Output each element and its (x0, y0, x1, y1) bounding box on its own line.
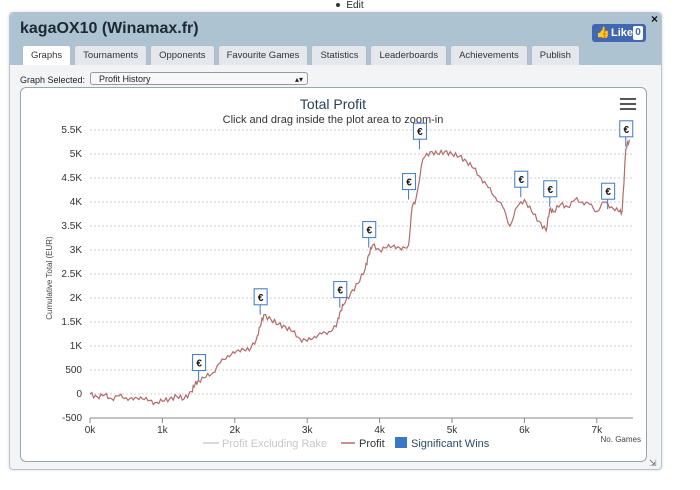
win-flag[interactable]: € (619, 120, 634, 147)
x-tick-label: 1k (157, 425, 169, 436)
facebook-like-button[interactable]: 👍 Like 0 (592, 24, 646, 42)
edit-label[interactable]: Edit (346, 0, 364, 11)
x-tick-label: 5k (447, 425, 459, 436)
y-tick-label: 5.5K (61, 125, 82, 136)
y-tick-label: 4K (70, 197, 83, 208)
window-title: kagaOX10 (Winamax.fr) (20, 20, 199, 37)
tab-bar: Graphs Tournaments Opponents Favourite G… (22, 45, 580, 65)
svg-text:€: € (623, 125, 629, 136)
y-tick-label: 1.5K (61, 317, 82, 328)
bullet-icon (336, 3, 341, 8)
thumbs-up-icon: 👍 (596, 27, 610, 39)
tab-leaderboards[interactable]: Leaderboards (370, 45, 448, 65)
tab-favourite-games[interactable]: Favourite Games (217, 45, 309, 65)
x-tick-label: 6k (519, 425, 531, 436)
legend-profit: Profit (359, 438, 385, 450)
svg-text:€: € (518, 175, 524, 186)
win-flag[interactable]: € (543, 180, 558, 207)
x-tick-label: 2k (230, 425, 242, 436)
x-axis-label: No. Games (601, 435, 641, 444)
x-tick-label: 3k (302, 425, 314, 436)
like-count: 0 (633, 26, 643, 40)
svg-text:€: € (406, 178, 412, 189)
tab-tournaments[interactable]: Tournaments (74, 45, 148, 65)
hamburger-menu-icon[interactable] (620, 98, 636, 110)
y-tick-label: 5K (70, 149, 83, 160)
win-flag[interactable]: € (333, 281, 348, 308)
y-tick-labels: -500 0 500 1K 1.5K 2K 2.5K 3K 3.5K 4K 4.5K 5K 5.5K (61, 125, 82, 424)
x-tick-label: 0k (85, 425, 97, 436)
y-tick-label: 3K (70, 245, 83, 256)
tab-opponents[interactable]: Opponents (150, 45, 215, 65)
y-tick-label: 0 (76, 389, 82, 400)
graph-select-dropdown[interactable]: Profit History ▴▾ (90, 72, 308, 85)
chart-title: Total Profit (300, 96, 366, 112)
x-tick-label: 7k (592, 425, 604, 436)
resize-handle-icon[interactable]: ⇲ (649, 458, 657, 468)
tab-achievements[interactable]: Achievements (450, 45, 528, 65)
legend-profit-ex-rake: Profit Excluding Rake (222, 438, 327, 450)
plot-area (89, 139, 630, 406)
y-tick-label: 2.5K (61, 269, 82, 280)
close-icon[interactable]: × (650, 12, 658, 26)
svg-text:€: € (258, 293, 264, 304)
panel-header: kagaOX10 (Winamax.fr) × 👍 Like 0 Graphs … (10, 12, 661, 65)
svg-text:€: € (417, 127, 423, 138)
win-flag[interactable]: € (412, 122, 427, 150)
y-tick-label: 500 (65, 365, 82, 376)
y-tick-label: 4.5K (61, 173, 82, 184)
win-flag[interactable]: € (253, 288, 268, 315)
legend[interactable]: Profit Excluding Rake Profit Significant… (203, 437, 490, 450)
y-tick-label: -500 (62, 413, 82, 424)
y-tick-label: 1K (70, 341, 83, 352)
win-flag[interactable]: € (601, 182, 616, 210)
tab-publish[interactable]: Publish (530, 45, 580, 65)
svg-text:€: € (605, 187, 611, 198)
grid-lines (89, 129, 633, 423)
graph-select-value: Profit History (99, 74, 151, 84)
profit-chart[interactable]: Total Profit Click and drag inside the p… (21, 88, 646, 461)
win-flag[interactable]: € (514, 170, 529, 198)
y-axis-label: Cumulative Total (EUR) (45, 236, 54, 320)
svg-text:€: € (547, 185, 553, 196)
chart-container: Total Profit Click and drag inside the p… (20, 87, 647, 462)
win-flag[interactable]: € (192, 354, 207, 381)
profit-line (89, 139, 630, 406)
top-edit-link[interactable]: Edit (0, 0, 700, 14)
like-label: Like (611, 27, 634, 39)
player-panel: kagaOX10 (Winamax.fr) × 👍 Like 0 Graphs … (9, 12, 662, 470)
significant-wins-flags: € € € € € € € € € € (192, 120, 634, 381)
x-tick-labels: 0k 1k 2k 3k 4k 5k 6k 7k (85, 425, 603, 436)
x-tick-label: 4k (374, 425, 386, 436)
graph-select-label: Graph Selected: (20, 75, 86, 85)
tab-statistics[interactable]: Statistics (311, 45, 368, 65)
y-tick-label: 2K (70, 293, 83, 304)
win-flag[interactable]: € (362, 221, 377, 248)
chart-subtitle: Click and drag inside the plot area to z… (223, 114, 444, 126)
svg-text:€: € (337, 286, 343, 297)
legend-wins-swatch (395, 437, 407, 448)
select-arrows-icon: ▴▾ (294, 75, 303, 84)
y-tick-label: 3.5K (61, 221, 82, 232)
svg-text:€: € (366, 226, 372, 237)
tab-graphs[interactable]: Graphs (22, 45, 72, 65)
svg-text:€: € (196, 359, 202, 370)
win-flag[interactable]: € (402, 173, 417, 200)
legend-significant-wins: Significant Wins (411, 438, 490, 450)
